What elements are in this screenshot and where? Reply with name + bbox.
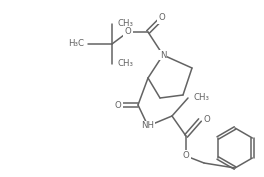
Text: O: O — [183, 152, 189, 161]
Text: N: N — [160, 50, 166, 59]
Text: CH₃: CH₃ — [117, 59, 133, 68]
Text: CH₃: CH₃ — [193, 93, 209, 102]
Text: O: O — [125, 27, 131, 36]
Text: O: O — [204, 116, 211, 124]
Text: NH: NH — [142, 121, 154, 130]
Text: O: O — [159, 13, 165, 22]
Text: O: O — [115, 101, 121, 110]
Text: H₃C: H₃C — [68, 39, 84, 48]
Text: CH₃: CH₃ — [117, 19, 133, 28]
